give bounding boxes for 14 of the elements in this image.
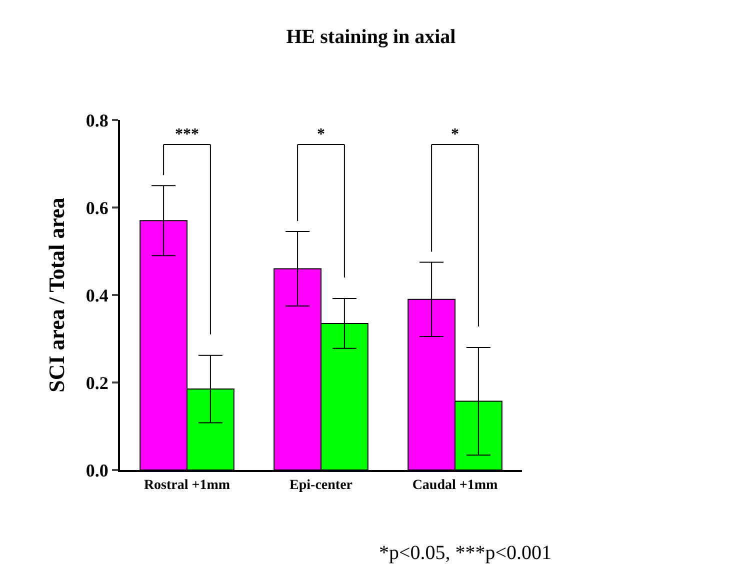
annotation: *: [317, 126, 325, 143]
y-tick-label: 0.0: [86, 460, 108, 480]
chart-title: HE staining in axial: [286, 26, 456, 48]
x-tick-label: Epi-center: [290, 478, 352, 493]
text: *p<0.05, ***p<0.001: [379, 542, 552, 564]
x-tick-label: Rostral +1mm: [144, 478, 230, 493]
y-tick-label: 0.2: [86, 372, 108, 393]
y-tick-label: 0.4: [86, 285, 108, 306]
annotation: *: [451, 126, 459, 143]
y-tick-label: 0.8: [86, 110, 108, 130]
annotation: ***: [175, 126, 199, 143]
x-tick-label: Caudal +1mm: [412, 478, 498, 493]
y-tick-label: 0.6: [86, 198, 108, 218]
y-axis-title: SCI area / Total area: [44, 198, 70, 392]
